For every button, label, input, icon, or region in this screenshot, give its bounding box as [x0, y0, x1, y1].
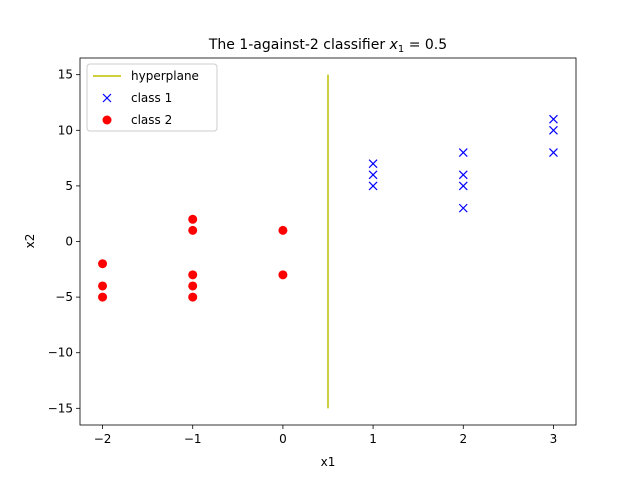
y-tick-label: −10	[48, 346, 73, 360]
class-2-point	[188, 270, 198, 280]
class-1-point	[458, 170, 468, 180]
class-2-point	[188, 281, 198, 291]
class-1-point	[458, 148, 468, 157]
class-2-point	[278, 270, 288, 280]
y-tick-label: −15	[48, 401, 73, 415]
marker-stroke	[368, 181, 378, 191]
y-tick-label: 5	[65, 179, 73, 193]
class-1-point	[368, 170, 378, 180]
class-1-point	[458, 203, 468, 213]
y-tick-label: 15	[58, 68, 73, 82]
marker-stroke	[102, 93, 112, 103]
class-1-point	[368, 159, 378, 169]
marker-stroke	[458, 148, 468, 157]
x-tick-label: 0	[279, 432, 287, 446]
marker-stroke	[368, 170, 378, 180]
y-tick-label: 0	[65, 235, 73, 249]
x-tick-label: −2	[94, 432, 112, 446]
legend: hyperplane class 1 class 2	[86, 63, 218, 132]
x-tick-label: −1	[184, 432, 202, 446]
legend-entry: class 1	[102, 91, 172, 105]
class-1-point	[549, 125, 558, 135]
chart-title: The 1-against-2 classifier x1 = 0.5	[208, 37, 447, 55]
legend-swatch-circle	[102, 115, 112, 125]
marker-stroke	[549, 148, 558, 157]
marker-stroke	[549, 114, 558, 124]
marker-stroke	[549, 125, 558, 135]
class-2-point	[98, 292, 108, 302]
class-2-point	[98, 259, 108, 269]
class-1-point	[549, 148, 558, 157]
axes-frame	[79, 57, 577, 426]
class-2-point	[278, 225, 288, 235]
x-axis-label: x1	[321, 455, 336, 469]
y-tick-label: −5	[55, 290, 73, 304]
legend-label: class 1	[131, 91, 172, 105]
class-2-point	[98, 281, 108, 291]
marker-stroke	[458, 170, 468, 180]
class-1-point	[458, 181, 468, 191]
class-2-point	[188, 225, 198, 235]
marker-stroke	[458, 203, 468, 213]
class-1-point	[368, 181, 378, 191]
x-tick-label: 2	[459, 432, 467, 446]
legend-entry: class 2	[102, 113, 172, 127]
legend-label: class 2	[131, 113, 172, 127]
class-2-point	[188, 292, 198, 302]
marker-stroke	[368, 159, 378, 169]
legend-label: hyperplane	[131, 69, 199, 83]
y-axis-label: x2	[23, 234, 37, 249]
marker-stroke	[458, 181, 468, 191]
legend-entry: hyperplane	[93, 69, 199, 83]
x-tick-label: 1	[369, 432, 377, 446]
class-2-point	[188, 214, 198, 224]
legend-swatch-x	[102, 93, 112, 103]
y-tick-label: 10	[58, 123, 73, 137]
x-tick-label: 3	[550, 432, 558, 446]
class-1-point	[549, 114, 558, 124]
legend-box	[86, 63, 218, 132]
